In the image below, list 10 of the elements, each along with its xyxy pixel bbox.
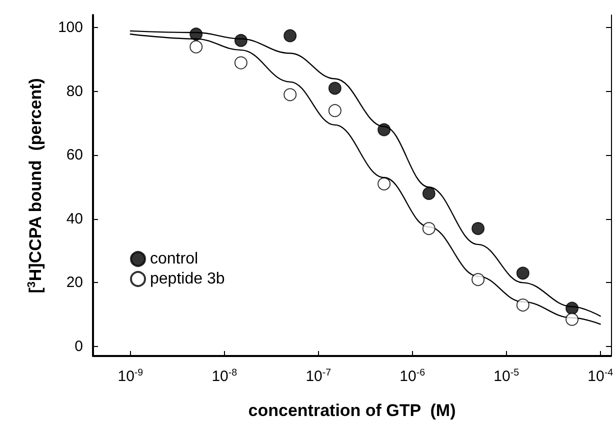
y-axis-title: [3H]CCPA bound (percent)	[26, 78, 46, 294]
y-tick-label: 0	[74, 338, 83, 355]
y-tick-label: 100	[58, 19, 83, 36]
legend-label: peptide 3b	[150, 270, 225, 288]
y-tick-label: 80	[66, 82, 83, 100]
legend-label: control	[150, 250, 198, 268]
y-tick-label: 40	[66, 210, 83, 228]
y-tick-label: 60	[66, 146, 83, 164]
y-tick-label: 20	[66, 274, 83, 292]
x-axis-title: concentration of GTP (M)	[248, 401, 456, 420]
